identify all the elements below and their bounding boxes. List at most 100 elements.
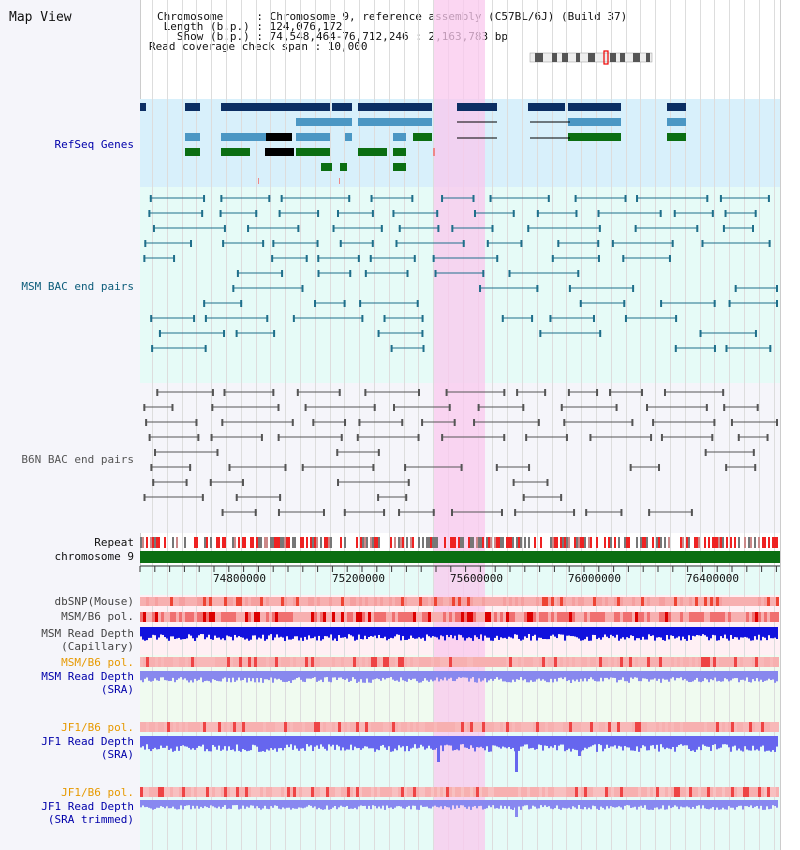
dbsnp-heat	[539, 597, 542, 606]
msm-sra-depth	[222, 671, 224, 679]
jf1-sra-depth	[528, 736, 530, 749]
msm-sra-depth	[316, 671, 318, 682]
b6n-bac-pair-end	[358, 419, 361, 426]
jf1-trim-pol-heat	[641, 787, 644, 797]
msm-pol-heat	[377, 612, 380, 622]
jf1-trim-pol-heat	[485, 787, 488, 797]
msm-bac-pair-end	[301, 285, 304, 292]
msm-cap-depth	[690, 627, 692, 640]
msm-sra-depth	[166, 671, 168, 681]
jf1-pol-heat	[485, 722, 488, 732]
jf1-trim-depth	[534, 800, 536, 807]
repeat-mark	[394, 537, 396, 548]
msm-sra-pol-heat	[206, 657, 209, 667]
msm-sra-pol-heat	[728, 657, 731, 667]
msm-cap-depth	[330, 627, 332, 635]
repeat-mark	[432, 537, 434, 548]
jf1-trim-pol-heat	[320, 787, 323, 797]
ideogram-band	[633, 53, 640, 62]
msm-bac-pair-end	[223, 330, 226, 337]
label-b6n-bac[interactable]: B6N BAC end pairs	[21, 453, 134, 466]
jf1-trim-depth	[420, 800, 422, 806]
msm-bac-pair-end	[598, 225, 601, 232]
msm-cap-depth	[258, 627, 260, 638]
jf1-trim-pol-heat	[455, 787, 458, 797]
msm-sra-pol-heat	[560, 657, 563, 667]
msm-pol-heat	[575, 612, 578, 622]
label-msm-bac[interactable]: MSM BAC end pairs	[21, 280, 134, 293]
dbsnp-heat	[758, 597, 761, 606]
dbsnp-heat	[179, 597, 182, 606]
msm-cap-depth	[528, 627, 530, 635]
jf1-sra-depth	[646, 736, 648, 751]
msm-sra-depth	[282, 671, 284, 682]
dbsnp-heat	[209, 597, 212, 606]
msm-sra-depth	[278, 671, 280, 679]
jf1-sra-depth	[358, 736, 360, 749]
jf1-trim-pol-heat	[554, 787, 557, 797]
jf1-trim-depth	[368, 800, 370, 806]
jf1-sra-depth	[308, 736, 310, 747]
dbsnp-heat	[689, 597, 692, 606]
msm-sra-pol-heat	[695, 657, 698, 667]
msm-cap-depth	[756, 627, 758, 640]
b6n-bac-pair-end	[725, 464, 728, 471]
msm-cap-depth	[670, 627, 672, 636]
dbsnp-heat	[197, 597, 200, 606]
b6n-bac-pair-end	[154, 449, 157, 456]
jf1-sra-depth	[260, 736, 262, 752]
grid-line	[729, 0, 730, 850]
b6n-bac-pair-end	[565, 434, 568, 441]
msm-pol-heat	[440, 612, 443, 622]
gene	[185, 148, 200, 156]
repeat-mark	[754, 537, 756, 548]
msm-cap-depth	[404, 627, 406, 640]
selection-highlight[interactable]	[434, 0, 485, 850]
msm-sra-pol-heat	[419, 657, 422, 667]
jf1-trim-pol-heat	[425, 787, 428, 797]
gene	[457, 103, 497, 111]
repeat-mark	[266, 537, 268, 548]
jf1-trim-pol-heat	[191, 787, 194, 797]
msm-pol-heat	[233, 612, 236, 622]
msm-sra-pol-heat	[482, 657, 485, 667]
jf1-pol-heat	[578, 722, 581, 732]
repeat-mark	[238, 537, 240, 548]
msm-sra-pol-heat	[371, 657, 374, 667]
label-refseq-genes[interactable]: RefSeq Genes	[54, 138, 134, 151]
msm-pol-heat	[464, 612, 467, 622]
jf1-pol-heat	[494, 722, 497, 732]
msm-sra-pol-heat	[578, 657, 581, 667]
msm-sra-pol-heat	[173, 657, 176, 667]
jf1-trim-depth	[288, 800, 290, 808]
jf1-trim-pol-heat	[335, 787, 338, 797]
jf1-trim-depth	[544, 800, 546, 806]
jf1-trim-depth	[352, 800, 354, 809]
jf1-sra-depth	[666, 736, 668, 748]
repeat-mark	[400, 537, 402, 548]
msm-cap-depth	[676, 627, 678, 638]
dbsnp-heat	[173, 597, 176, 606]
msm-sra-depth	[194, 671, 196, 679]
b6n-bac-pair-end	[460, 464, 463, 471]
b6n-bac-pair-end	[650, 434, 653, 441]
msm-cap-depth	[682, 627, 684, 637]
jf1-trim-depth	[404, 800, 406, 809]
jf1-sra-depth	[304, 736, 306, 751]
msm-sra-pol-heat	[617, 657, 620, 667]
msm-pol-heat	[767, 612, 770, 622]
msm-cap-depth	[454, 627, 456, 636]
repeat-mark	[316, 537, 318, 548]
jf1-trim-depth	[398, 800, 400, 807]
msm-pol-heat	[455, 612, 458, 622]
jf1-trim-pol-heat	[530, 787, 533, 797]
repeat-mark	[720, 537, 722, 548]
jf1-trim-depth	[276, 800, 278, 806]
msm-cap-depth	[564, 627, 566, 641]
jf1-trim-pol-heat	[560, 787, 563, 797]
msm-sra-depth	[440, 671, 442, 680]
grid-line	[389, 0, 390, 850]
msm-sra-depth	[498, 671, 500, 680]
jf1-trim-pol-heat	[230, 787, 233, 797]
